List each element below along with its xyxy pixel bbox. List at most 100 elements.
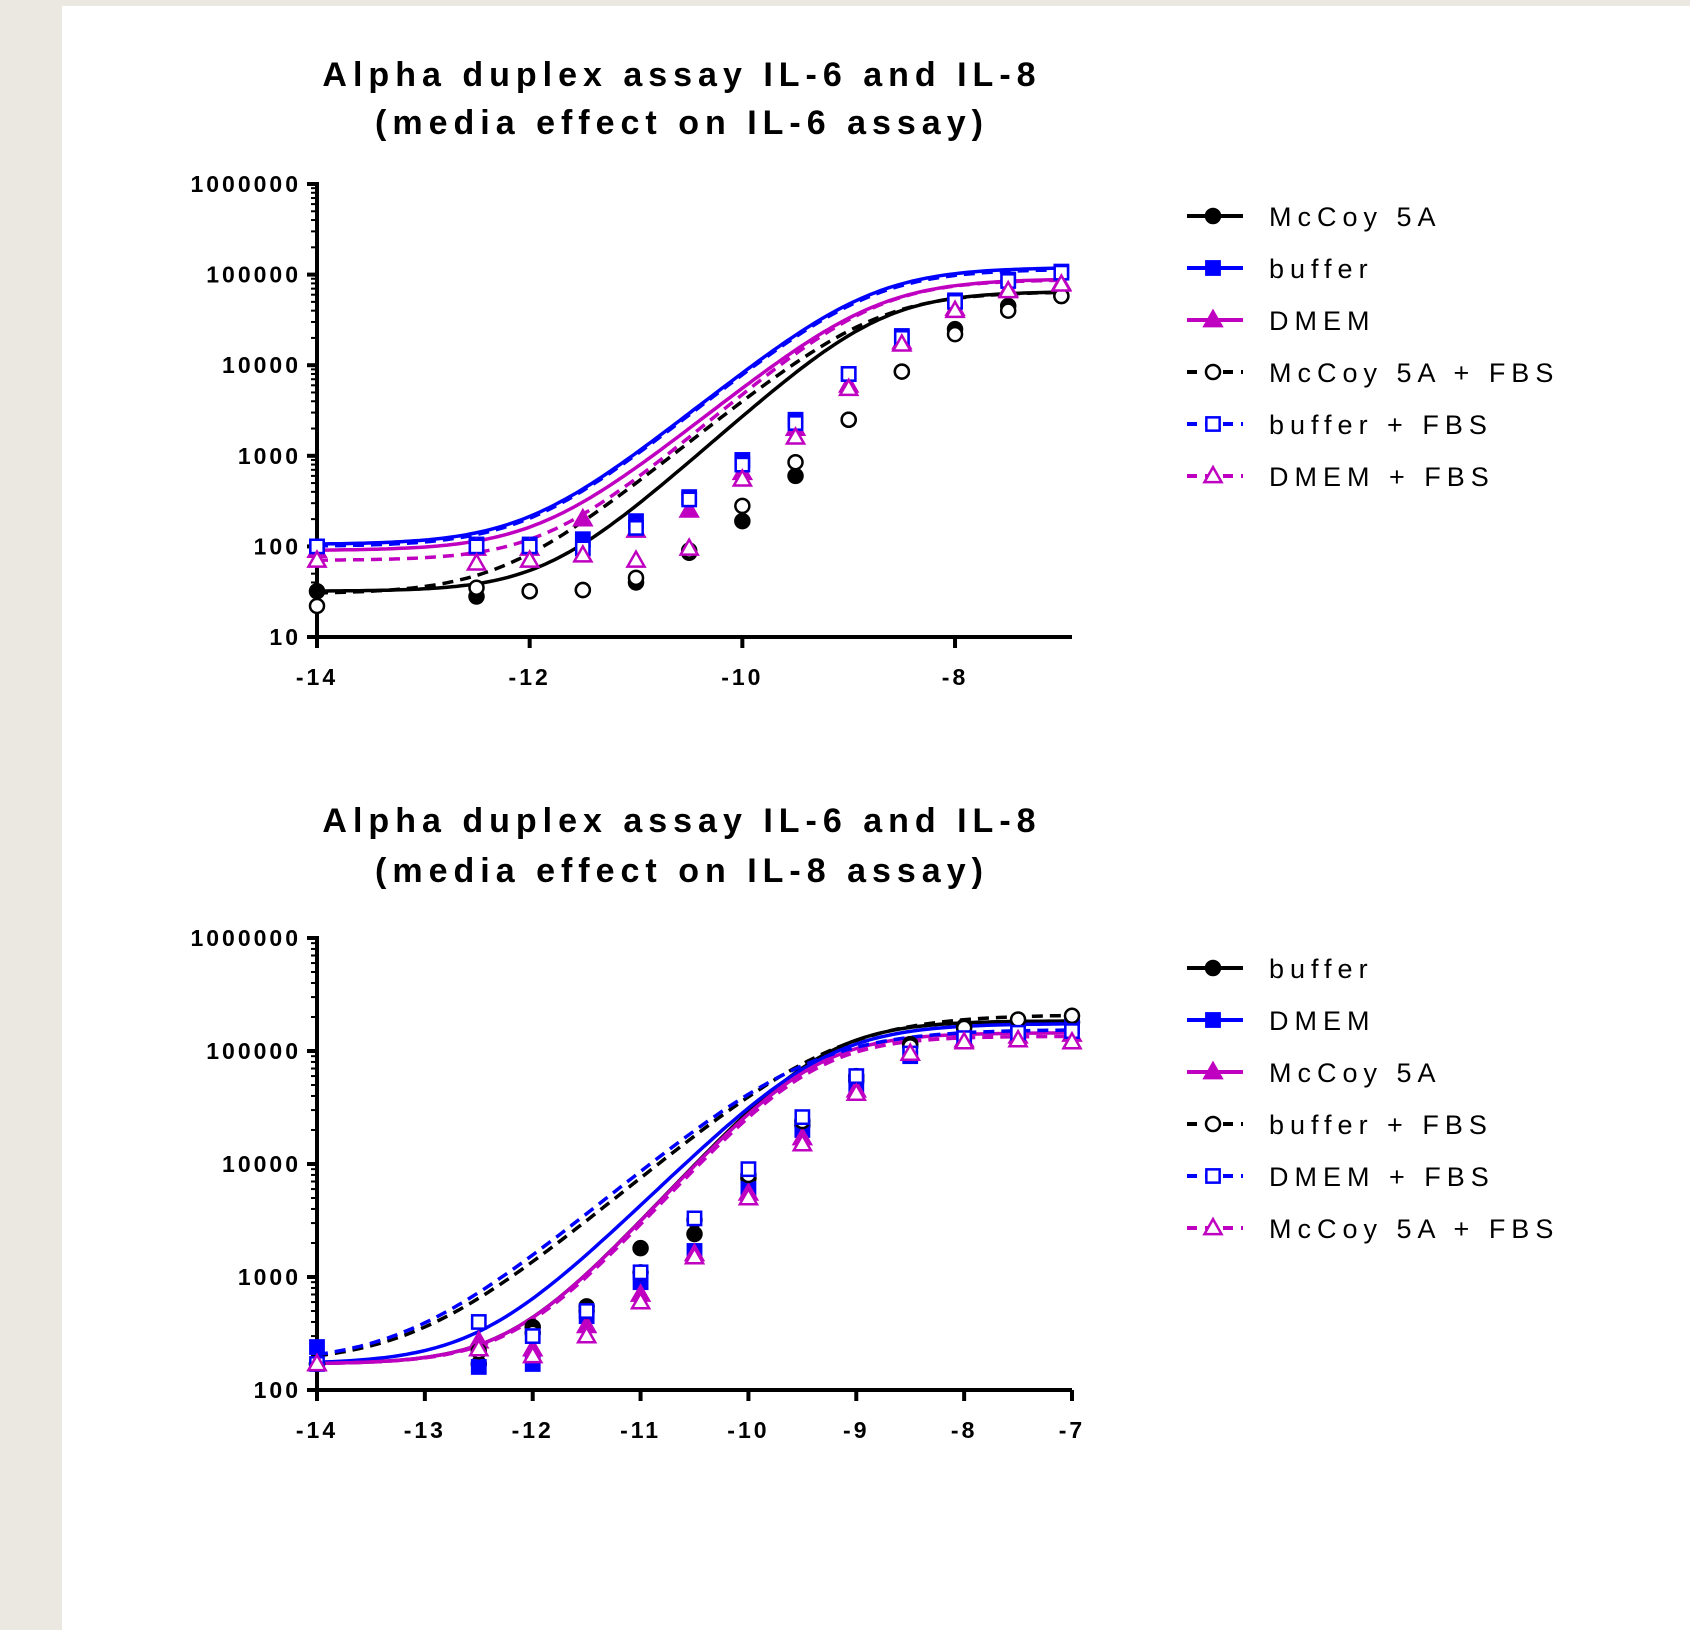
legend-marker [1205, 1012, 1221, 1028]
x-tick-label: -12 [509, 664, 551, 690]
data-point [470, 1314, 487, 1330]
legend-label: DMEM + FBS [1269, 1162, 1495, 1192]
y-tick-label: 100000 [206, 1038, 301, 1064]
x-tick-label: -8 [942, 664, 968, 690]
data-point [686, 1225, 703, 1243]
legend-marker [1202, 464, 1224, 484]
y-tick-label: 1000000 [190, 171, 301, 197]
data-point [740, 1161, 757, 1178]
x-tick-label: -9 [843, 1417, 869, 1443]
data-point [574, 581, 592, 599]
x-tick-label: -12 [512, 1417, 554, 1443]
data-point [999, 302, 1017, 319]
y-tick-label: 100 [254, 533, 301, 559]
data-point [575, 1324, 598, 1344]
data-point [1050, 273, 1073, 292]
data-point [791, 1132, 814, 1152]
data-point [681, 491, 698, 508]
data-point [678, 498, 700, 518]
legend-marker [1205, 416, 1221, 432]
data-point [787, 453, 804, 471]
legend-label: buffer [1269, 254, 1374, 284]
data-point [899, 1042, 921, 1061]
legend-label: DMEM [1269, 1006, 1376, 1036]
x-tick-label: -7 [1059, 1417, 1085, 1443]
legend-label: buffer [1269, 954, 1374, 984]
data-point [470, 1359, 487, 1375]
data-point [944, 299, 966, 319]
data-point [627, 569, 645, 587]
chart-title-line: (media effect on IL-8 assay) [375, 852, 989, 890]
data-point [787, 467, 804, 485]
data-point [308, 582, 326, 600]
data-point [1007, 1028, 1029, 1048]
series-curve-6 [316, 278, 1062, 562]
data-point [734, 512, 751, 530]
data-point [309, 1339, 325, 1355]
data-point [997, 279, 1019, 299]
y-tick-label: 1000000 [190, 925, 301, 951]
data-point [946, 325, 964, 343]
series-curve-2 [316, 1022, 1072, 1365]
data-point [519, 549, 541, 568]
legend-marker [1202, 1060, 1224, 1080]
legend-marker [1202, 308, 1224, 328]
series-curve-5 [316, 268, 1062, 548]
data-point [468, 579, 485, 596]
data-point [524, 1328, 541, 1344]
legend-marker [1205, 260, 1221, 276]
legend-label: buffer + FBS [1269, 1110, 1493, 1140]
legend-marker [1204, 1115, 1222, 1133]
legend-label: buffer + FBS [1269, 410, 1493, 440]
data-point [891, 332, 913, 352]
legend-marker [1204, 207, 1222, 225]
x-tick-label: -14 [296, 1417, 338, 1443]
series-curve-3 [317, 1031, 1072, 1366]
data-point [953, 1030, 975, 1050]
x-tick-label: -10 [721, 664, 763, 690]
data-point [893, 363, 911, 380]
legend-label: DMEM [1269, 306, 1376, 336]
data-point [468, 1337, 490, 1357]
data-point [1063, 1007, 1081, 1025]
data-point [468, 538, 485, 555]
series-curve-1 [317, 1019, 1072, 1366]
data-point [629, 1290, 652, 1310]
data-point [683, 1245, 706, 1265]
data-point [848, 1068, 865, 1084]
data-point [628, 520, 644, 536]
x-tick-label: -10 [727, 1417, 769, 1443]
data-point [838, 377, 860, 397]
x-tick-label: -8 [951, 1417, 977, 1443]
legend-marker [1205, 1168, 1221, 1184]
data-point [632, 1264, 649, 1281]
figure-canvas: Alpha duplex assay IL-6 and IL-8 (media e… [62, 6, 1690, 1630]
data-point [308, 597, 326, 615]
figure-svg: Alpha duplex assay IL-6 and IL-8 (media e… [190, 56, 1553, 1443]
chart-title-line: Alpha duplex assay IL-6 and IL-8 [322, 802, 1041, 840]
data-point [731, 467, 754, 487]
x-tick-label: -14 [296, 664, 338, 690]
series-curve-4 [316, 1013, 1073, 1358]
series-curve-5 [316, 1028, 1073, 1357]
legend-label: McCoy 5A [1269, 202, 1442, 232]
legend-label: DMEM + FBS [1269, 462, 1495, 492]
data-point [521, 582, 538, 600]
data-point [845, 1082, 867, 1101]
legend-marker [1204, 363, 1222, 381]
data-point [1061, 1030, 1083, 1050]
chart-title-line: (media effect on IL-6 assay) [375, 104, 989, 142]
data-point [306, 1352, 328, 1372]
series-curve-3 [317, 277, 1062, 552]
data-point [578, 1303, 595, 1319]
data-point [686, 1210, 703, 1227]
series-curve-1 [317, 290, 1062, 593]
y-tick-label: 100 [254, 1377, 301, 1403]
data-point [465, 552, 488, 571]
y-tick-label: 1000 [238, 1264, 301, 1290]
data-point [734, 497, 751, 515]
legend-marker [1202, 1216, 1224, 1236]
data-point [840, 411, 857, 428]
y-tick-label: 10000 [222, 352, 301, 378]
data-point [678, 537, 700, 556]
